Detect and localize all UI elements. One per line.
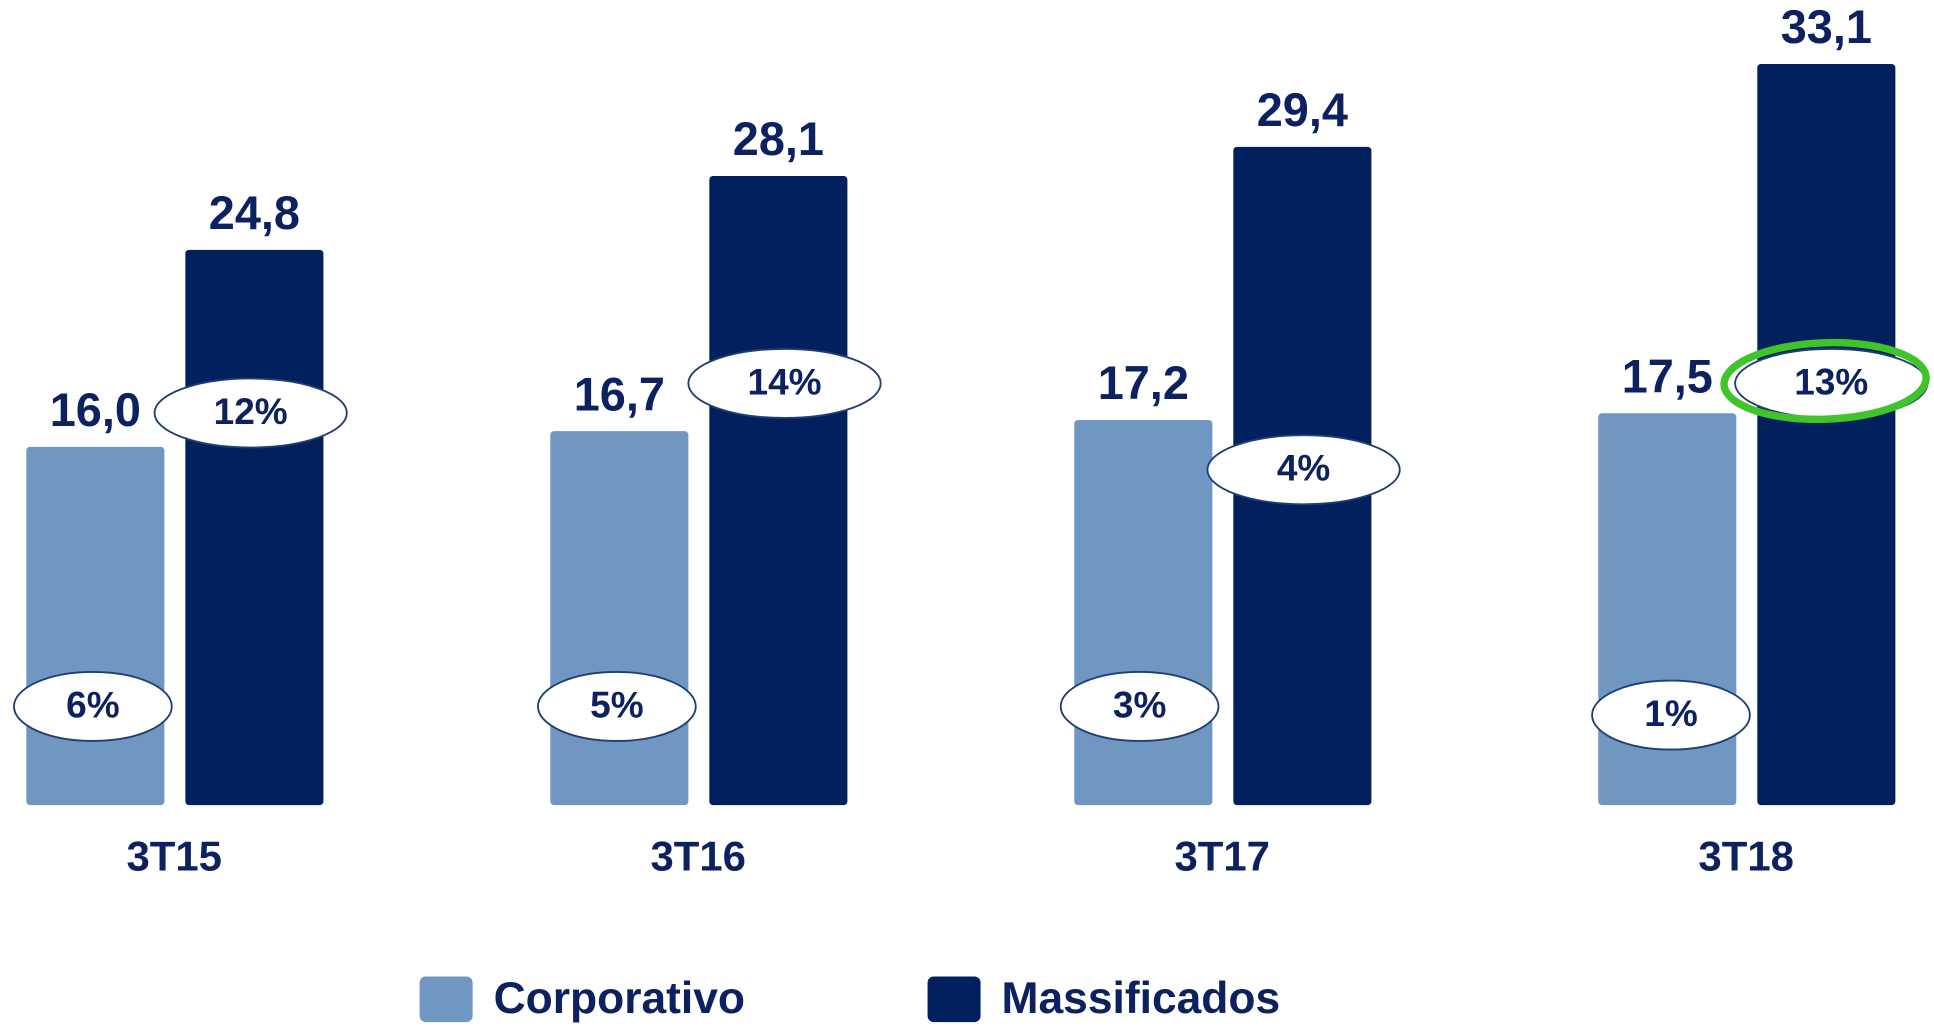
- bar: [26, 446, 165, 806]
- highlight-ring: [1720, 338, 1930, 424]
- x-tick-label: 3T17: [1174, 832, 1270, 879]
- legend-label: Massificados: [1002, 974, 1281, 1023]
- legend-label: Corporativo: [494, 974, 745, 1023]
- x-tick-label: 3T15: [126, 832, 222, 879]
- growth-label: 5%: [590, 684, 643, 725]
- bar: [1757, 63, 1896, 806]
- legend-swatch: [927, 976, 981, 1023]
- growth-label: 14%: [748, 361, 822, 402]
- x-tick-label: 3T18: [1698, 832, 1794, 879]
- growth-badge: [537, 671, 697, 742]
- value-label: 33,1: [1781, 1, 1872, 53]
- growth-label: 12%: [214, 391, 288, 432]
- value-label: 17,2: [1098, 357, 1189, 409]
- legend-swatch: [419, 976, 473, 1023]
- growth-badge: [1591, 679, 1751, 751]
- growth-label: 4%: [1277, 448, 1330, 489]
- growth-badge: [1059, 671, 1220, 742]
- growth-badge: [1206, 434, 1401, 506]
- bar: [185, 249, 324, 806]
- growth-badge: [153, 377, 348, 449]
- value-label: 17,5: [1622, 350, 1713, 402]
- growth-badge: [13, 671, 173, 742]
- value-label: 16,7: [574, 368, 665, 420]
- growth-label: 1%: [1644, 693, 1697, 734]
- growth-badge: [687, 347, 882, 419]
- bar: [550, 431, 689, 806]
- growth-label: 3%: [1113, 684, 1166, 725]
- x-tick-label: 3T16: [650, 832, 746, 879]
- growth-label: 6%: [66, 684, 119, 725]
- bar: [709, 175, 848, 806]
- growth-label: 13%: [1794, 361, 1868, 402]
- value-label: 29,4: [1257, 84, 1348, 136]
- value-label: 16,0: [50, 384, 141, 436]
- bar: [1074, 419, 1213, 806]
- value-label: 24,8: [209, 187, 300, 239]
- value-label: 28,1: [733, 113, 824, 165]
